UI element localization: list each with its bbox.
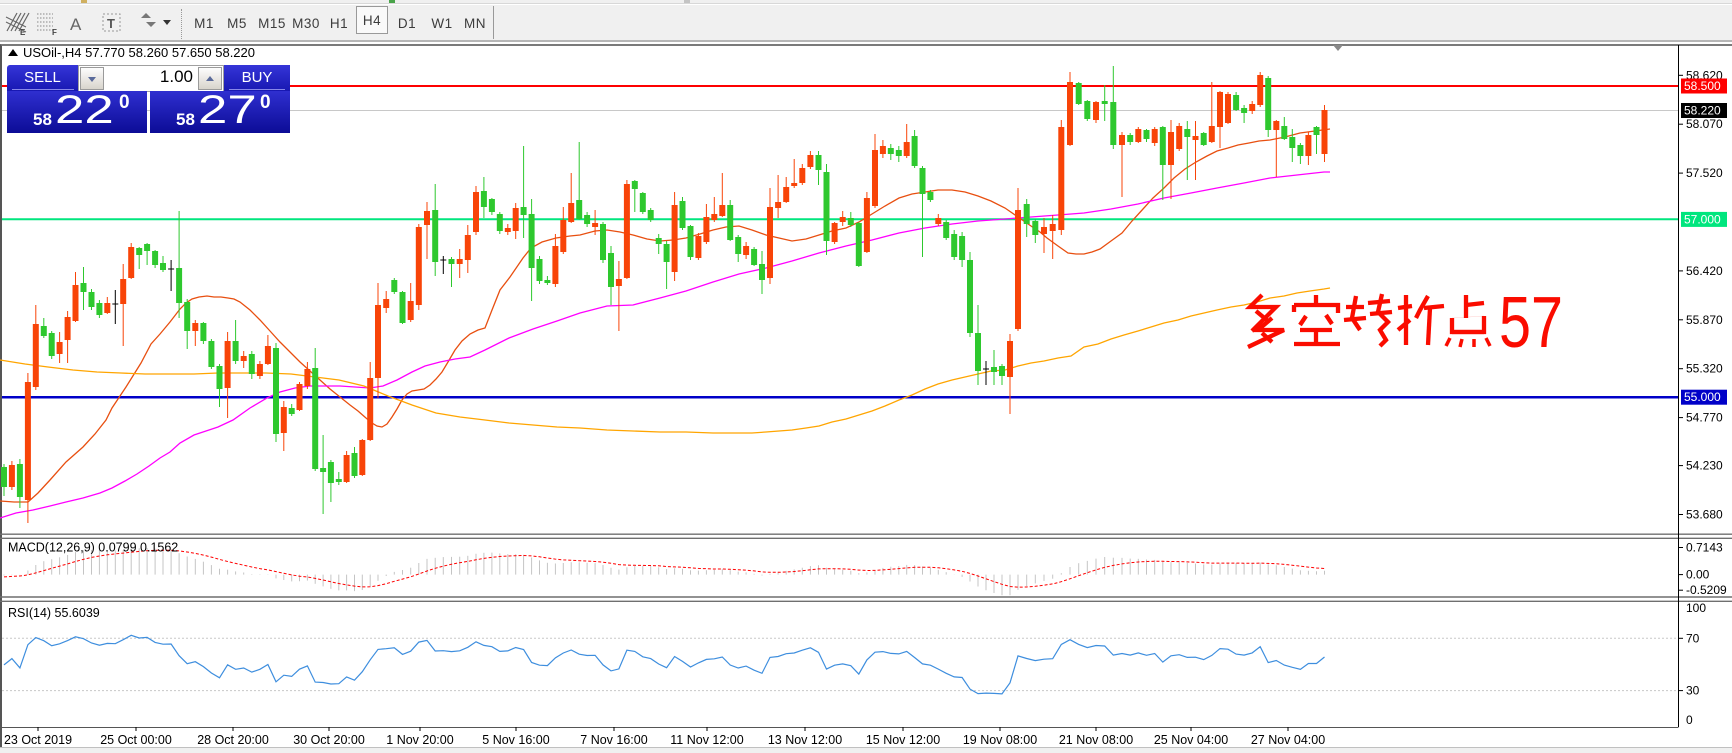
svg-text:T: T [107,16,115,31]
svg-text:58.070: 58.070 [1686,117,1723,131]
svg-text:55.870: 55.870 [1686,313,1723,327]
svg-text:0.00: 0.00 [1686,568,1710,582]
svg-text:15 Nov 12:00: 15 Nov 12:00 [866,733,940,747]
svg-text:55.000: 55.000 [1684,390,1721,404]
svg-text:30 Oct 20:00: 30 Oct 20:00 [293,733,365,747]
svg-text:25 Nov 04:00: 25 Nov 04:00 [1154,733,1228,747]
svg-text:27 Nov 04:00: 27 Nov 04:00 [1251,733,1325,747]
svg-text:57.000: 57.000 [1684,212,1721,226]
svg-text:-0.5209: -0.5209 [1686,583,1727,597]
svg-text:5 Nov 16:00: 5 Nov 16:00 [482,733,549,747]
svg-text:25 Oct 00:00: 25 Oct 00:00 [100,733,172,747]
svg-text:57.520: 57.520 [1686,166,1723,180]
svg-text:58.500: 58.500 [1684,79,1721,93]
svg-text:23 Oct 2019: 23 Oct 2019 [4,733,72,747]
svg-text:100: 100 [1686,601,1706,615]
svg-text:21 Nov 08:00: 21 Nov 08:00 [1059,733,1133,747]
svg-text:57: 57 [1499,283,1563,363]
svg-text:MACD(12,26,9) 0.0799 0.1562: MACD(12,26,9) 0.0799 0.1562 [8,541,178,555]
svg-text:28 Oct 20:00: 28 Oct 20:00 [197,733,269,747]
svg-text:30: 30 [1686,684,1700,698]
svg-text:13 Nov 12:00: 13 Nov 12:00 [768,733,842,747]
svg-text:55.320: 55.320 [1686,362,1723,376]
svg-text:1 Nov 20:00: 1 Nov 20:00 [386,733,453,747]
svg-text:19 Nov 08:00: 19 Nov 08:00 [963,733,1037,747]
svg-text:RSI(14) 55.6039: RSI(14) 55.6039 [8,606,100,620]
svg-text:54.770: 54.770 [1686,411,1723,425]
svg-text:0: 0 [1686,713,1693,727]
svg-text:7 Nov 16:00: 7 Nov 16:00 [580,733,647,747]
svg-text:E: E [20,28,26,37]
svg-text:F: F [52,28,57,37]
svg-text:54.230: 54.230 [1686,459,1723,473]
svg-text:70: 70 [1686,631,1700,645]
svg-text:58.220: 58.220 [1684,104,1721,118]
svg-text:11 Nov 12:00: 11 Nov 12:00 [670,733,743,747]
svg-text:USOil-,H4 57.770 58.260 57.65: USOil-,H4 57.770 58.260 57.650 58.220 [23,45,255,60]
svg-text:56.420: 56.420 [1686,264,1723,278]
svg-text:0.7143: 0.7143 [1686,541,1723,555]
svg-text:53.680: 53.680 [1686,508,1723,522]
svg-text:A: A [70,15,82,34]
